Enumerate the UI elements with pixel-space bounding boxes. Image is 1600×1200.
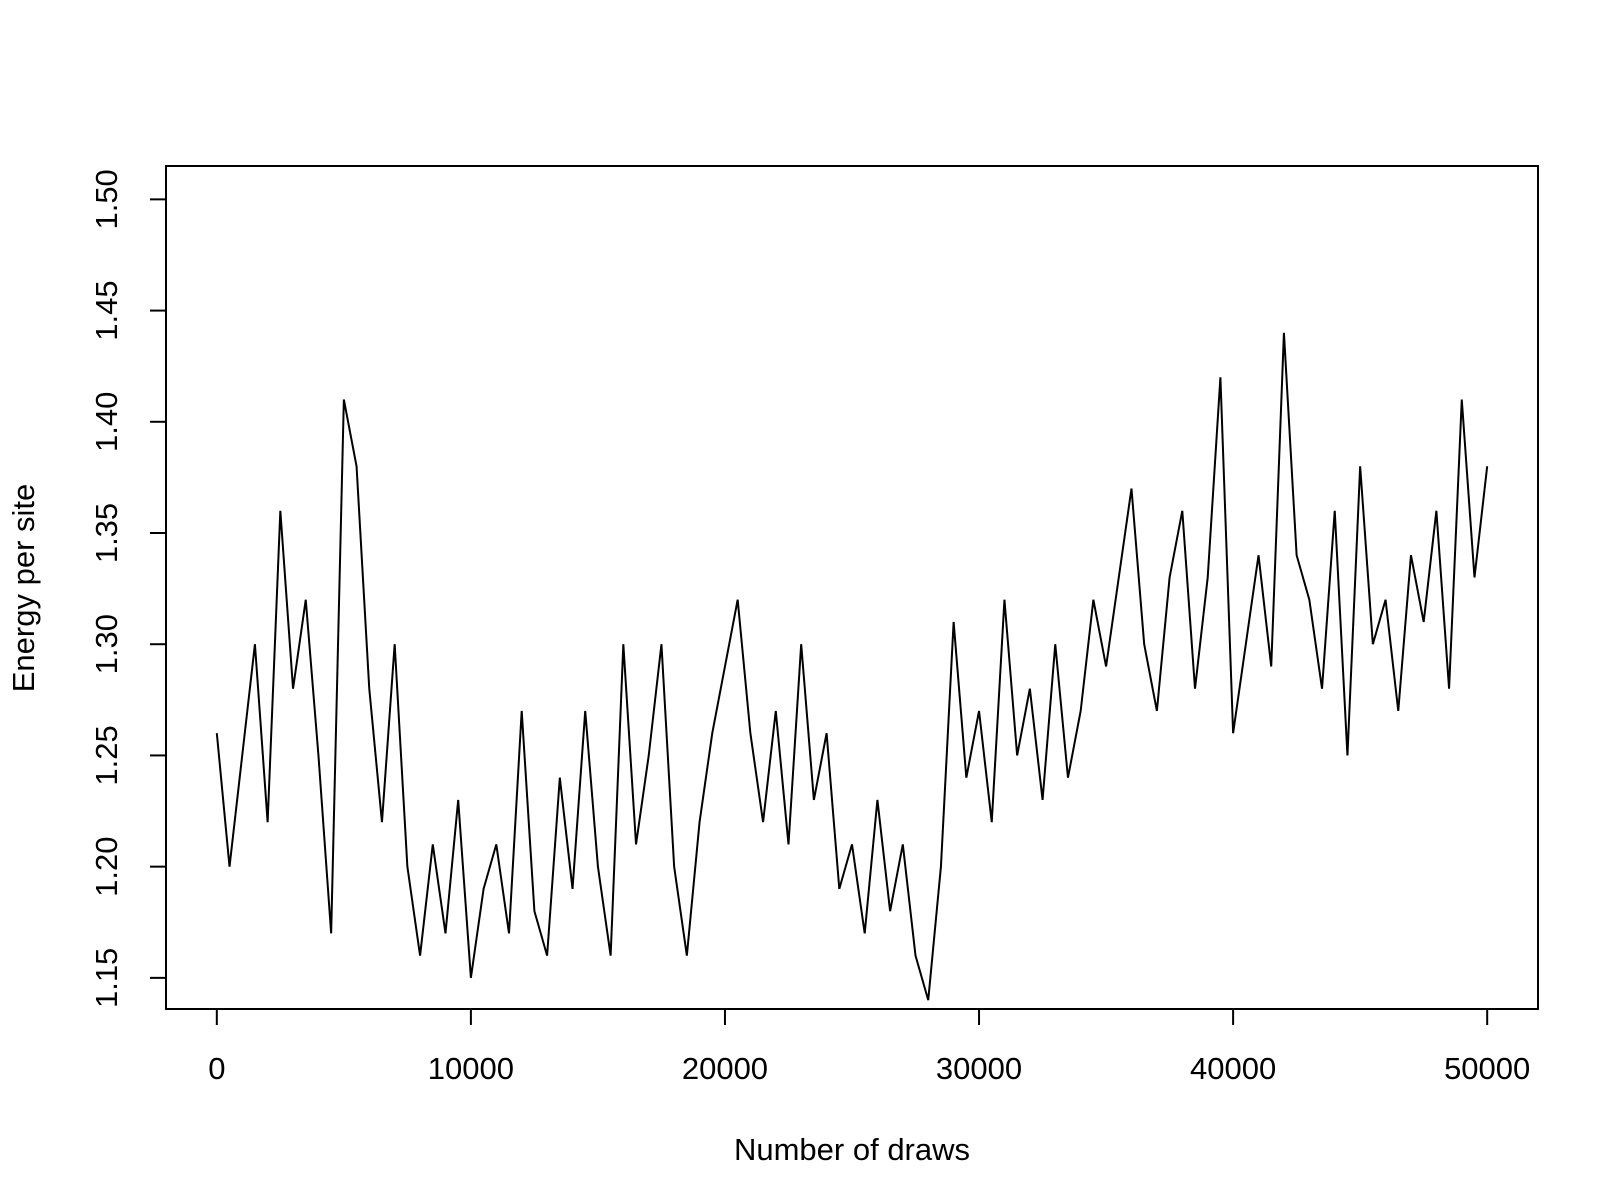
y-tick-label: 1.20 [89,836,124,896]
trace-line [215,332,1489,1001]
x-tick-label: 30000 [936,1051,1022,1086]
x-axis-label: Number of draws [734,1132,970,1167]
y-tick-label: 1.35 [89,503,124,563]
y-tick-label: 1.15 [89,948,124,1008]
x-tick-label: 0 [208,1051,225,1086]
x-tick-label: 10000 [428,1051,514,1086]
y-tick-label: 1.30 [89,614,124,674]
y-tick-label: 1.50 [89,169,124,229]
plot-frame [165,165,1539,1010]
x-tick-label: 20000 [682,1051,768,1086]
y-axis-label: Energy per site [6,484,41,693]
x-tick-label: 50000 [1444,1051,1530,1086]
y-tick-label: 1.40 [89,392,124,452]
y-tick-label: 1.25 [89,725,124,785]
x-tick-label: 40000 [1190,1051,1276,1086]
y-tick-label: 1.45 [89,280,124,340]
